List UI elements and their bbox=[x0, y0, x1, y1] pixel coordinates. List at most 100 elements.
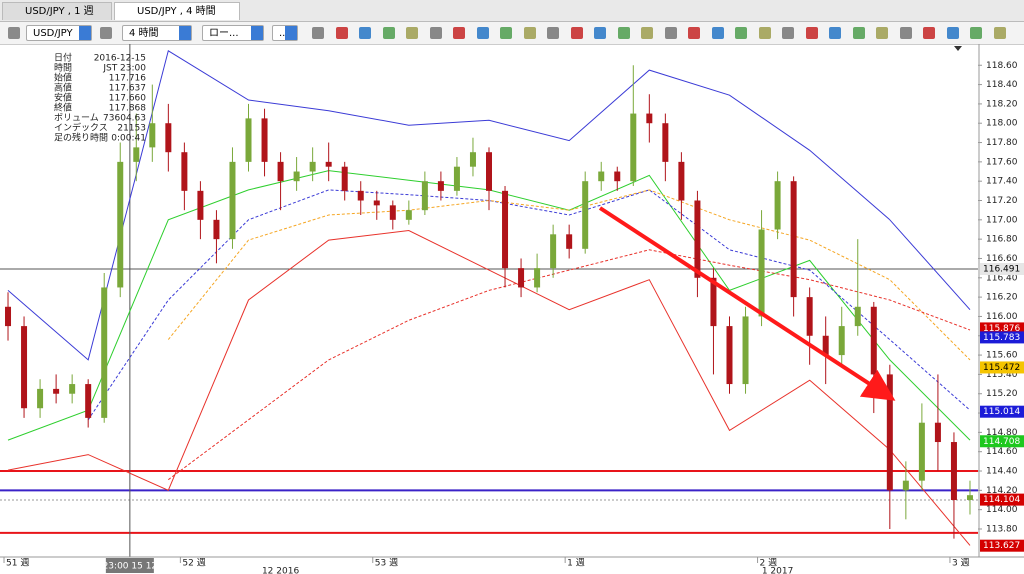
price-tag bbox=[980, 493, 1024, 506]
tool-icon[interactable] bbox=[711, 27, 724, 39]
y-tick-label: 114.20 bbox=[986, 486, 1018, 496]
candle-body bbox=[662, 123, 669, 162]
tool-icon[interactable] bbox=[688, 27, 700, 39]
price-tag-label: 114.104 bbox=[983, 495, 1020, 505]
tool-icon[interactable] bbox=[852, 27, 865, 39]
tool-icon[interactable] bbox=[523, 27, 536, 39]
info-label: 始値 bbox=[54, 72, 72, 84]
indicator-line bbox=[7, 229, 971, 546]
y-tick-label: 116.80 bbox=[986, 235, 1018, 245]
candle-body bbox=[245, 118, 252, 162]
candle-body bbox=[806, 297, 813, 336]
price-tag-label: 115.014 bbox=[983, 407, 1020, 417]
info-value: 73604.63 bbox=[103, 114, 146, 124]
x-tick-label: 2 週 bbox=[760, 558, 778, 569]
tab-bar: USD/JPY , 1 週 USD/JPY , 4 時間 bbox=[0, 0, 1024, 22]
info-value: 117.868 bbox=[109, 104, 146, 114]
candle-body bbox=[918, 422, 925, 481]
candle-body bbox=[646, 113, 653, 124]
toolbar: USD/JPY 4 時間 ロー... ... bbox=[0, 22, 1024, 45]
candle-body bbox=[117, 161, 124, 288]
info-value: JST 23:00 bbox=[102, 64, 146, 74]
tool-icon[interactable] bbox=[993, 27, 1006, 39]
tab[interactable]: USD/JPY , 4 時間 bbox=[114, 2, 240, 20]
candle-body bbox=[822, 335, 829, 356]
y-tick-label: 114.80 bbox=[986, 428, 1018, 438]
candle-body bbox=[5, 306, 12, 327]
chart-type-select[interactable]: ロー... bbox=[202, 25, 264, 41]
tool-icon[interactable] bbox=[758, 27, 771, 39]
y-tick-label: 116.20 bbox=[986, 293, 1018, 303]
tool-icon[interactable] bbox=[899, 27, 912, 39]
candle-body bbox=[181, 152, 188, 191]
tool-icon[interactable] bbox=[641, 27, 653, 39]
tool-icon[interactable] bbox=[876, 27, 888, 39]
tool-icon[interactable] bbox=[782, 27, 794, 39]
price-tag-label: 115.876 bbox=[983, 324, 1020, 334]
candle-body bbox=[934, 422, 941, 443]
candle-body bbox=[854, 306, 861, 327]
candle-body bbox=[421, 181, 428, 211]
icon[interactable] bbox=[8, 27, 20, 39]
candle-body bbox=[53, 388, 60, 394]
y-tick-label: 115.40 bbox=[986, 370, 1018, 380]
info-label: 足の残り時間 bbox=[54, 132, 108, 144]
indicator-line bbox=[168, 249, 971, 481]
tool-icon[interactable] bbox=[382, 27, 395, 39]
tool-icon[interactable] bbox=[570, 27, 583, 39]
tool-icon[interactable] bbox=[500, 27, 512, 39]
tab[interactable]: USD/JPY , 1 週 bbox=[2, 2, 112, 20]
symbol-select[interactable]: USD/JPY bbox=[26, 25, 92, 41]
candle-body bbox=[357, 190, 364, 201]
tool-icon[interactable] bbox=[735, 27, 747, 39]
info-value: 21153 bbox=[117, 124, 146, 134]
tool-icon[interactable] bbox=[594, 27, 606, 39]
tool-icon[interactable] bbox=[335, 27, 348, 39]
tool-icon[interactable] bbox=[453, 27, 465, 39]
y-tick-label: 116.60 bbox=[986, 254, 1018, 264]
menu-arrow[interactable] bbox=[954, 46, 962, 51]
tool-icon[interactable] bbox=[617, 27, 630, 39]
candle-body bbox=[678, 161, 685, 201]
price-tag-label: 113.627 bbox=[983, 541, 1020, 551]
candle-body bbox=[614, 171, 621, 182]
more-select[interactable]: ... bbox=[272, 25, 298, 41]
candle-body bbox=[726, 326, 733, 385]
period-select[interactable]: 4 時間 bbox=[122, 25, 192, 41]
candle-body bbox=[774, 181, 781, 230]
tool-icon[interactable] bbox=[946, 27, 959, 39]
tool-icon[interactable] bbox=[547, 27, 559, 39]
candle-body bbox=[453, 166, 460, 191]
tool-icon[interactable] bbox=[476, 27, 489, 39]
tool-icon[interactable] bbox=[829, 27, 841, 39]
candle-body bbox=[293, 171, 300, 182]
tool-icon[interactable] bbox=[429, 27, 442, 39]
candle-body bbox=[502, 190, 509, 269]
indicator-line bbox=[7, 50, 971, 361]
y-tick-label: 117.00 bbox=[986, 215, 1018, 225]
candle-body bbox=[742, 316, 749, 385]
candle-body bbox=[373, 200, 380, 206]
tool-icon[interactable] bbox=[805, 27, 818, 39]
x-tick-label: 3 週 bbox=[952, 558, 970, 569]
y-tick-label: 114.00 bbox=[986, 505, 1018, 515]
candle-body bbox=[694, 200, 701, 278]
period-label: 12 2016 bbox=[262, 567, 299, 574]
candle-body bbox=[598, 171, 605, 182]
info-label: 安値 bbox=[54, 92, 72, 104]
info-value: 117.637 bbox=[109, 84, 146, 94]
icon[interactable] bbox=[100, 27, 112, 39]
x-tick-label: 53 週 bbox=[375, 558, 398, 569]
candle-body bbox=[229, 161, 236, 240]
tool-icon[interactable] bbox=[970, 27, 982, 39]
tool-icon[interactable] bbox=[664, 27, 677, 39]
tool-icon[interactable] bbox=[359, 27, 371, 39]
candle-body bbox=[950, 442, 957, 500]
tool-icon[interactable] bbox=[923, 27, 935, 39]
tool-icon[interactable] bbox=[406, 27, 418, 39]
candle-body bbox=[790, 181, 797, 298]
tool-icon[interactable] bbox=[312, 27, 324, 39]
info-label: ボリューム bbox=[54, 113, 99, 124]
candle-body bbox=[405, 210, 412, 220]
